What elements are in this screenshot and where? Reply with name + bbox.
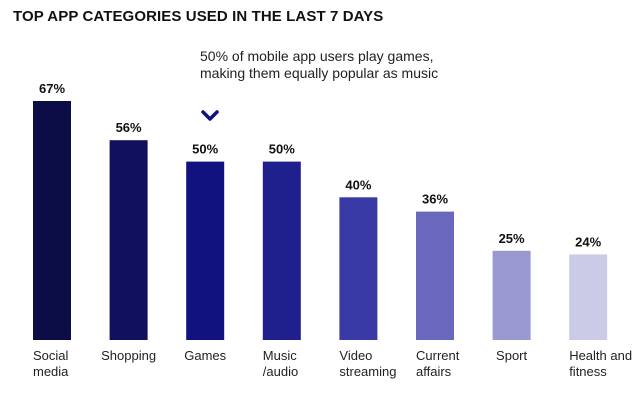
value-label-0: 67% (39, 81, 65, 96)
category-label-0-0: Social (33, 348, 69, 363)
value-label-6: 25% (499, 231, 525, 246)
bar-6 (492, 250, 531, 340)
category-label-6-0: Sport (496, 348, 527, 363)
bar-4 (339, 197, 378, 340)
value-label-2: 50% (192, 142, 218, 157)
category-label-1-0: Shopping (101, 348, 156, 363)
category-label-0-1: media (33, 364, 69, 379)
chart-title: TOP APP CATEGORIES USED IN THE LAST 7 DA… (13, 8, 384, 25)
category-label-3-1: /audio (263, 364, 298, 379)
value-label-1: 56% (116, 120, 142, 135)
category-label-4-1: streaming (339, 364, 396, 379)
category-label-7-1: fitness (569, 364, 607, 379)
category-label-5-0: Current (416, 348, 460, 363)
bar-3 (262, 161, 301, 340)
games-annotation: 50% of mobile app users play games, maki… (200, 48, 439, 81)
category-label-2-0: Games (184, 348, 226, 363)
bar-2 (186, 161, 225, 340)
category-label-3-0: Music (263, 348, 297, 363)
chevron-down-icon (201, 110, 219, 121)
category-label-7-0: Health and (569, 348, 632, 363)
bar-1 (109, 140, 148, 340)
value-label-7: 24% (575, 234, 601, 249)
value-label-4: 40% (345, 177, 371, 192)
value-label-3: 50% (269, 142, 295, 157)
category-label-5-1: affairs (416, 364, 452, 379)
bar-0 (33, 101, 71, 340)
bar-7 (569, 254, 608, 340)
value-label-5: 36% (422, 192, 448, 207)
bar-5 (416, 211, 454, 340)
category-label-4-0: Video (339, 348, 372, 363)
